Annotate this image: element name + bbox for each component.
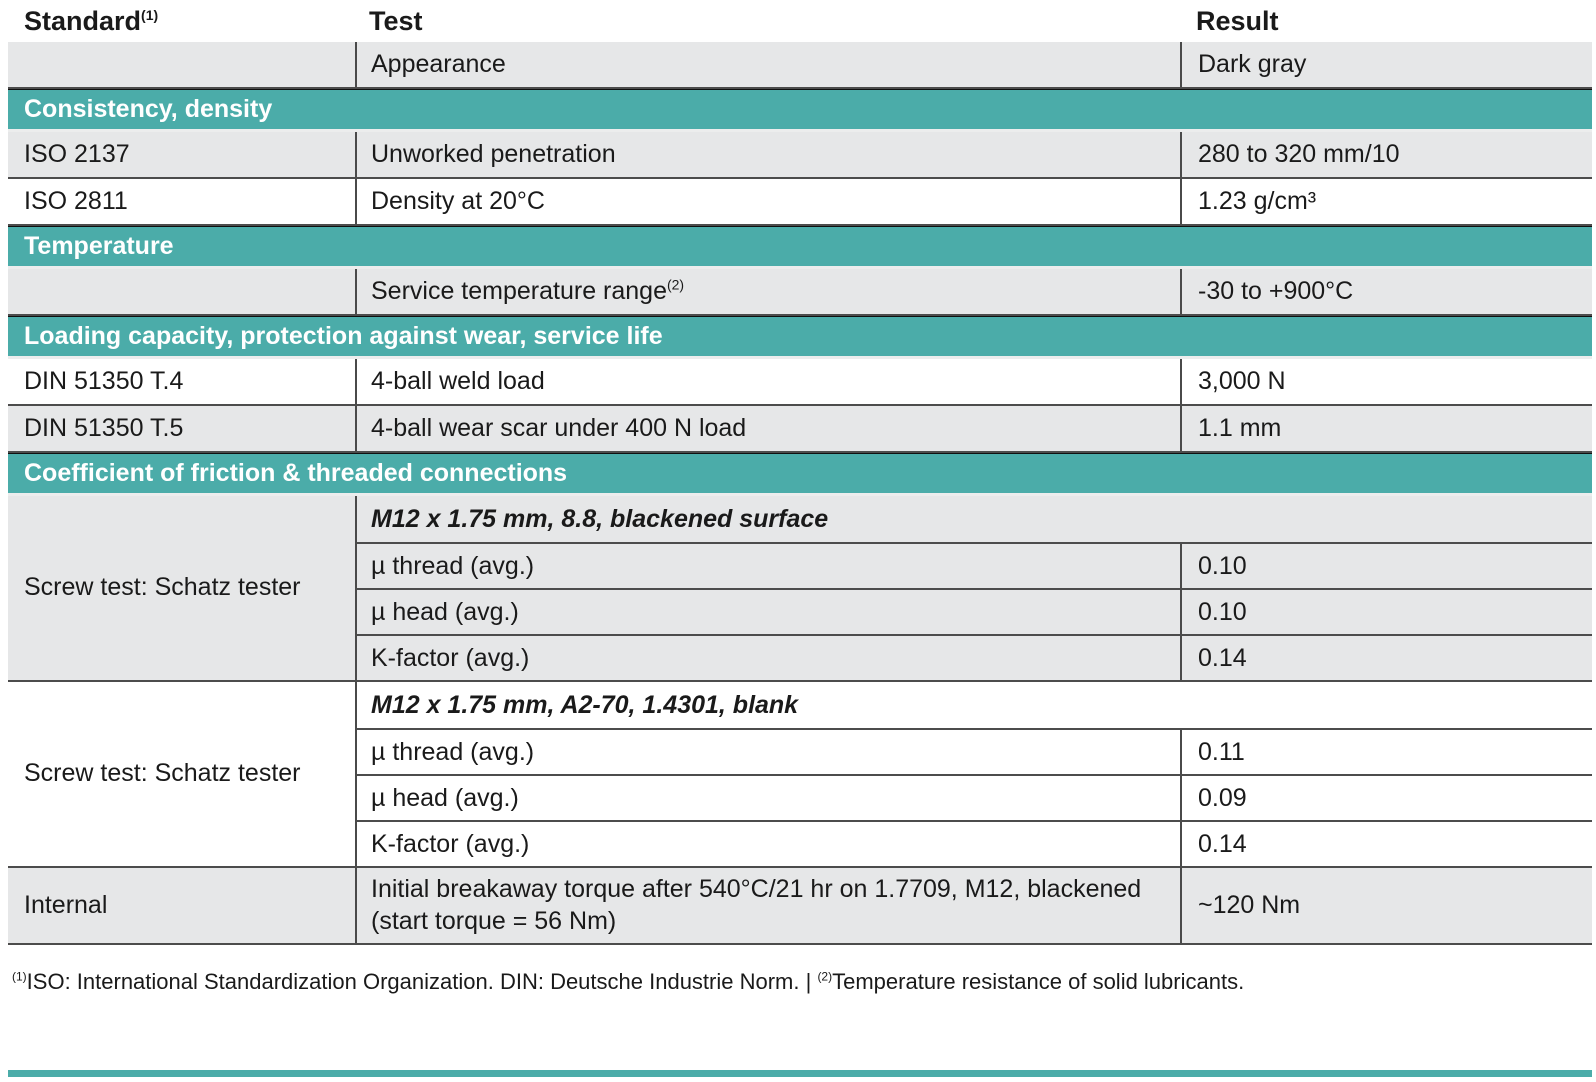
result-cell: Dark gray [1180, 42, 1592, 87]
footnote-marker-1: (1) [12, 969, 27, 984]
group-subrow: K-factor (avg.) 0.14 [357, 820, 1592, 866]
result-cell: 1.1 mm [1180, 406, 1592, 451]
test-cell: Service temperature range(2) [355, 269, 1180, 314]
table-row: DIN 51350 T.5 4-ball wear scar under 400 … [8, 406, 1592, 453]
table-body: Appearance Dark gray Consistency, density I… [8, 42, 1592, 945]
group-subrow: µ head (avg.) 0.10 [357, 588, 1592, 634]
column-header-result: Result [1180, 6, 1592, 37]
test-label: Unworked penetration [371, 139, 616, 168]
standard-cell [8, 269, 355, 314]
standard-footnote-marker: (1) [141, 6, 159, 23]
table-row: Service temperature range(2) -30 to +900°… [8, 269, 1592, 316]
result-cell: ~120 Nm [1180, 868, 1592, 943]
test-footnote-marker: (2) [666, 276, 685, 293]
result-cell: -30 to +900°C [1180, 269, 1592, 314]
test-label: Service temperature range(2) [371, 276, 685, 305]
standard-cell: Screw test: Schatz tester [24, 759, 301, 788]
test-cell: Unworked penetration [355, 132, 1180, 177]
standard-cell: ISO 2137 [24, 139, 130, 168]
group-subrow: µ head (avg.) 0.09 [357, 774, 1592, 820]
test-label: 4-ball wear scar under 400 N load [371, 413, 747, 442]
group-subrow: µ thread (avg.) 0.10 [357, 542, 1592, 588]
group-variant-label: M12 x 1.75 mm, 8.8, blackened surface [371, 504, 829, 533]
table-row: DIN 51350 T.4 4-ball weld load 3,000 N [8, 359, 1592, 406]
footnote-text-2: Temperature resistance of solid lubrican… [832, 969, 1245, 994]
group-subrow: K-factor (avg.) 0.14 [357, 634, 1592, 680]
group-variant-label: M12 x 1.75 mm, A2-70, 1.4301, blank [371, 690, 799, 719]
test-cell: Appearance [355, 42, 1180, 87]
table-row: ISO 2137 Unworked penetration 280 to 320 m… [8, 132, 1592, 179]
test-cell: µ head (avg.) [371, 783, 519, 812]
test-label: Appearance [371, 49, 506, 78]
test-cell: µ thread (avg.) [371, 551, 535, 580]
section-header: Consistency, density [8, 89, 1592, 132]
group-subrow: µ thread (avg.) 0.11 [357, 728, 1592, 774]
column-header-test: Test [355, 6, 1180, 37]
column-header-test-label: Test [369, 5, 423, 36]
result-cell: 280 to 320 mm/10 [1180, 132, 1592, 177]
table-row: Appearance Dark gray [8, 42, 1592, 89]
standard-cell: Screw test: Schatz tester [24, 573, 301, 602]
footnote-text-1: ISO: International Standardization Organ… [26, 969, 818, 994]
test-cell: µ head (avg.) [371, 597, 519, 626]
footnote: (1)ISO: International Standardization Or… [8, 969, 1592, 995]
standard-cell: ISO 2811 [24, 186, 128, 215]
column-header-standard: Standard(1) [8, 6, 355, 37]
test-label: Density at 20°C [371, 186, 545, 215]
test-cell: 4-ball weld load [355, 359, 1180, 404]
test-cell: K-factor (avg.) [371, 643, 530, 672]
column-header-result-label: Result [1196, 5, 1279, 36]
standard-cell: DIN 51350 T.5 [24, 413, 184, 442]
standard-cell: Internal [24, 890, 108, 919]
test-label: 4-ball weld load [371, 366, 545, 395]
section-header: Loading capacity, protection against wea… [8, 316, 1592, 359]
table-row: Internal Initial breakaway torque after 5… [8, 868, 1592, 945]
result-cell: 0.10 [1180, 590, 1592, 634]
test-label: Initial breakaway torque after 540°C/21 … [371, 875, 1142, 935]
bottom-accent-rule [8, 1070, 1592, 1077]
test-cell: K-factor (avg.) [371, 829, 530, 858]
test-cell: Density at 20°C [355, 179, 1180, 224]
test-cell: 4-ball wear scar under 400 N load [355, 406, 1180, 451]
group-subrow-header: M12 x 1.75 mm, A2-70, 1.4301, blank [357, 682, 1592, 728]
properties-table: Standard(1) Test Result Appearance Dark g… [8, 0, 1592, 995]
table-row-group: Screw test: Schatz tester M12 x 1.75 mm, … [8, 496, 1592, 682]
group-subrow-header: M12 x 1.75 mm, 8.8, blackened surface [357, 496, 1592, 542]
test-cell: µ thread (avg.) [371, 737, 535, 766]
table-row-group: Screw test: Schatz tester M12 x 1.75 mm, … [8, 682, 1592, 868]
result-cell: 1.23 g/cm³ [1180, 179, 1592, 224]
result-cell: 3,000 N [1180, 359, 1592, 404]
result-cell: 0.11 [1180, 730, 1592, 774]
section-header: Temperature [8, 226, 1592, 269]
test-cell: Initial breakaway torque after 540°C/21 … [355, 868, 1180, 943]
table-row: ISO 2811 Density at 20°C 1.23 g/cm³ [8, 179, 1592, 226]
result-cell: 0.10 [1180, 544, 1592, 588]
table-header-row: Standard(1) Test Result [8, 0, 1592, 42]
group-subrows: M12 x 1.75 mm, A2-70, 1.4301, blank µ thr… [355, 682, 1592, 866]
column-header-standard-label: Standard [24, 5, 142, 36]
result-cell: 0.09 [1180, 776, 1592, 820]
footnote-marker-2: (2) [817, 969, 833, 984]
result-cell: 0.14 [1180, 636, 1592, 680]
standard-cell [8, 42, 355, 87]
group-subrows: M12 x 1.75 mm, 8.8, blackened surface µ t… [355, 496, 1592, 680]
standard-cell: DIN 51350 T.4 [24, 366, 184, 395]
section-header: Coefficient of friction & threaded conne… [8, 453, 1592, 496]
result-cell: 0.14 [1180, 822, 1592, 866]
